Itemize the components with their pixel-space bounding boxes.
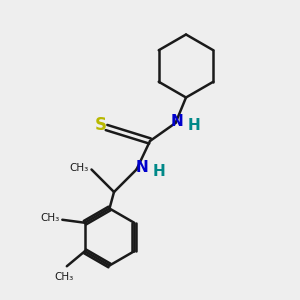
Text: H: H xyxy=(188,118,200,134)
Text: N: N xyxy=(171,114,183,129)
Text: CH₃: CH₃ xyxy=(40,213,59,223)
Text: S: S xyxy=(95,116,107,134)
Text: H: H xyxy=(153,164,165,179)
Text: CH₃: CH₃ xyxy=(54,272,74,282)
Text: N: N xyxy=(136,160,148,175)
Text: CH₃: CH₃ xyxy=(69,163,88,173)
